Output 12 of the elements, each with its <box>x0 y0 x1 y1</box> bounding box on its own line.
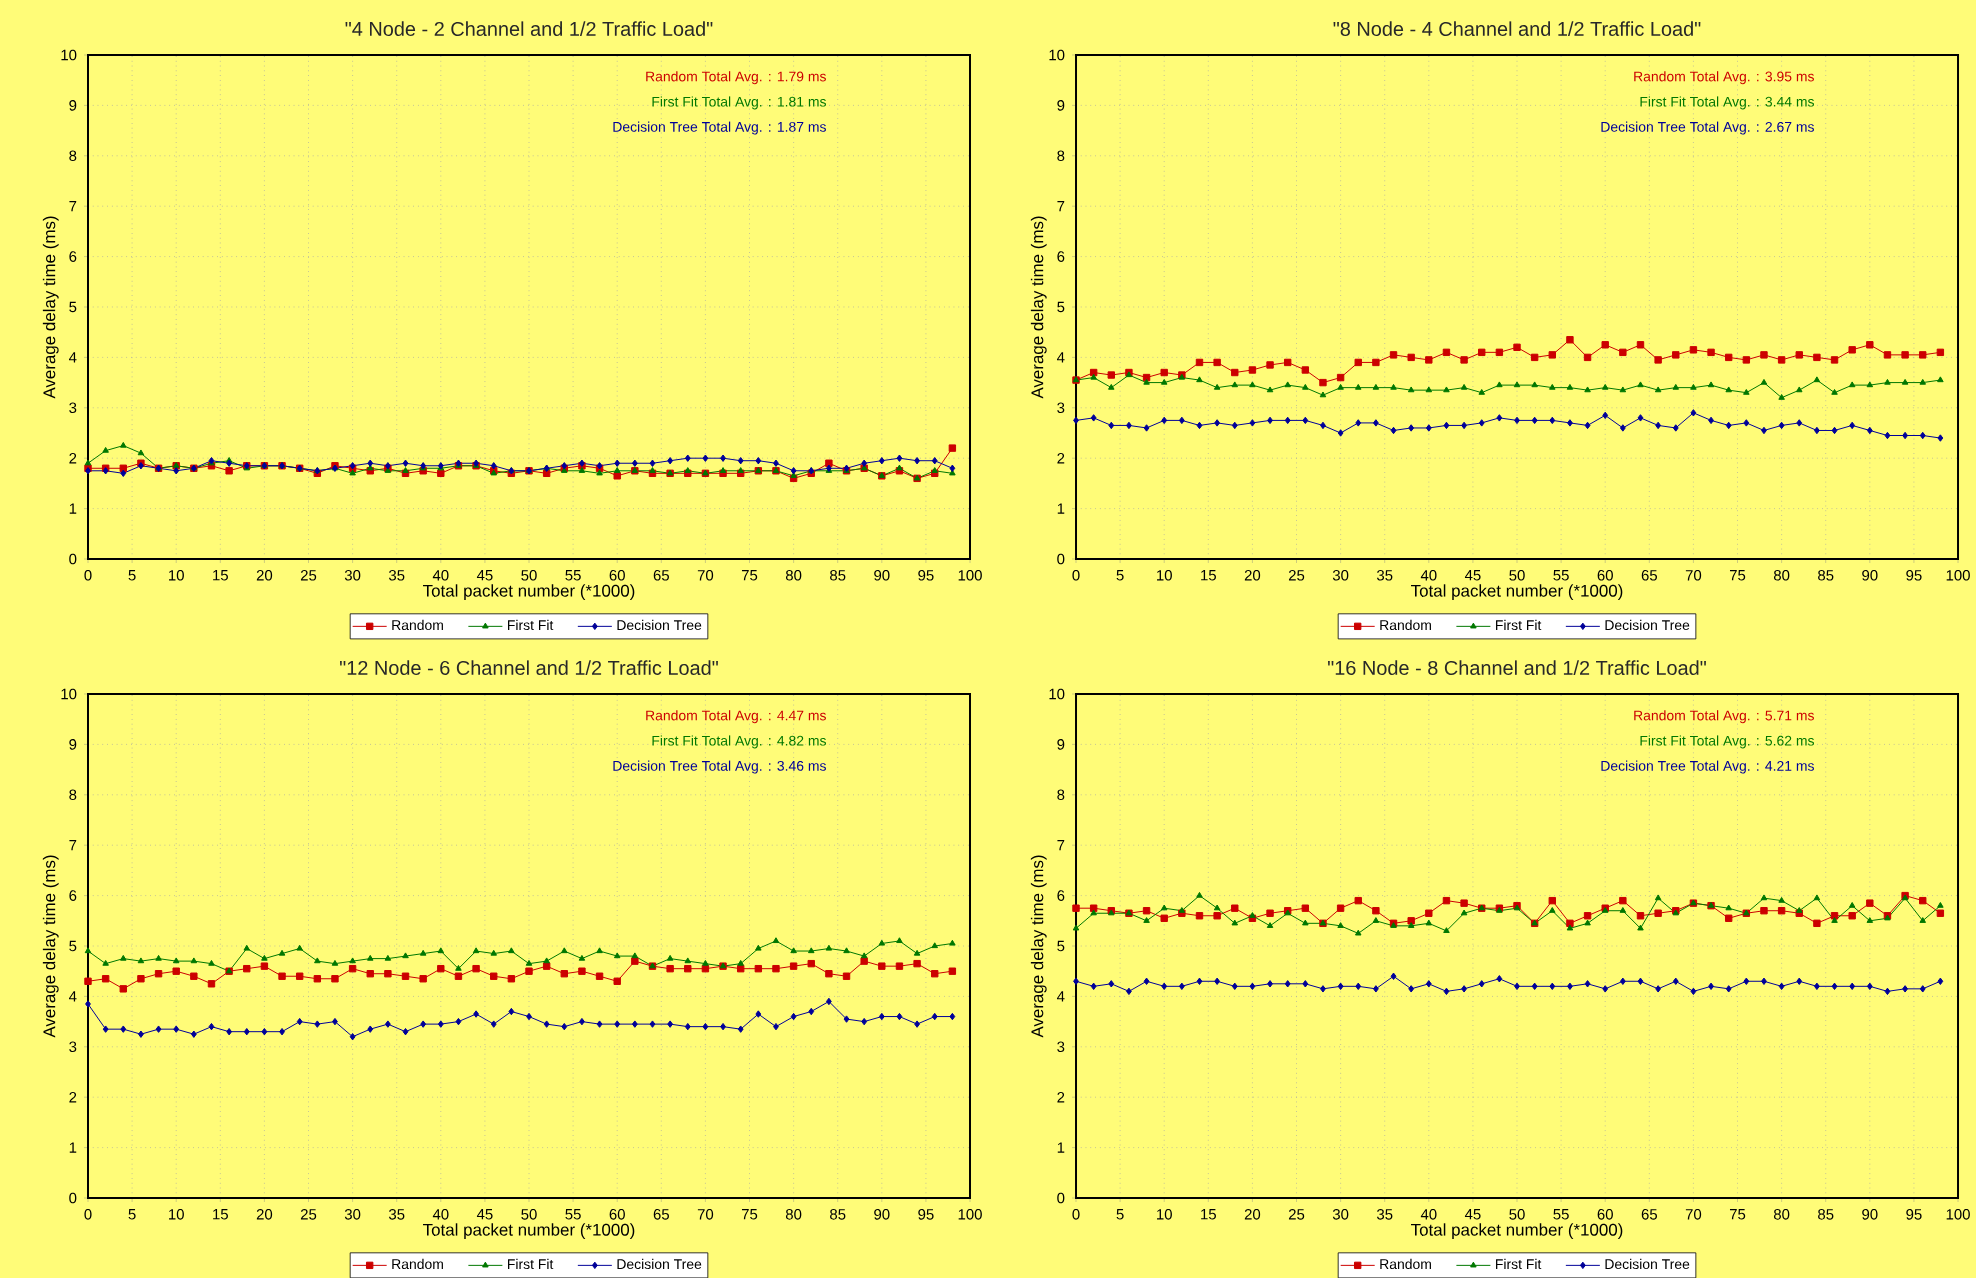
x-axis-title: Total packet number (*1000) <box>423 584 635 601</box>
y-axis-title: Average delay time (ms) <box>1030 216 1047 399</box>
chart-title: "12 Node - 6 Channel and 1/2 Traffic Load" <box>340 660 718 675</box>
x-axis-title: Total packet number (*1000) <box>423 1223 635 1240</box>
y-axis-title: Average delay time (ms) <box>42 216 59 399</box>
x-axis-title: Total packet number (*1000) <box>1411 1223 1623 1240</box>
y-axis-title: Average delay time (ms) <box>42 855 59 1038</box>
chart-title: "4 Node - 2 Channel and 1/2 Traffic Load" <box>345 21 713 36</box>
chart-title: "8 Node - 4 Channel and 1/2 Traffic Load" <box>1333 21 1701 36</box>
chart-title: "16 Node - 8 Channel and 1/2 Traffic Load" <box>1328 660 1706 675</box>
y-axis-title: Average delay time (ms) <box>1030 855 1047 1038</box>
x-axis-title: Total packet number (*1000) <box>1411 584 1623 601</box>
